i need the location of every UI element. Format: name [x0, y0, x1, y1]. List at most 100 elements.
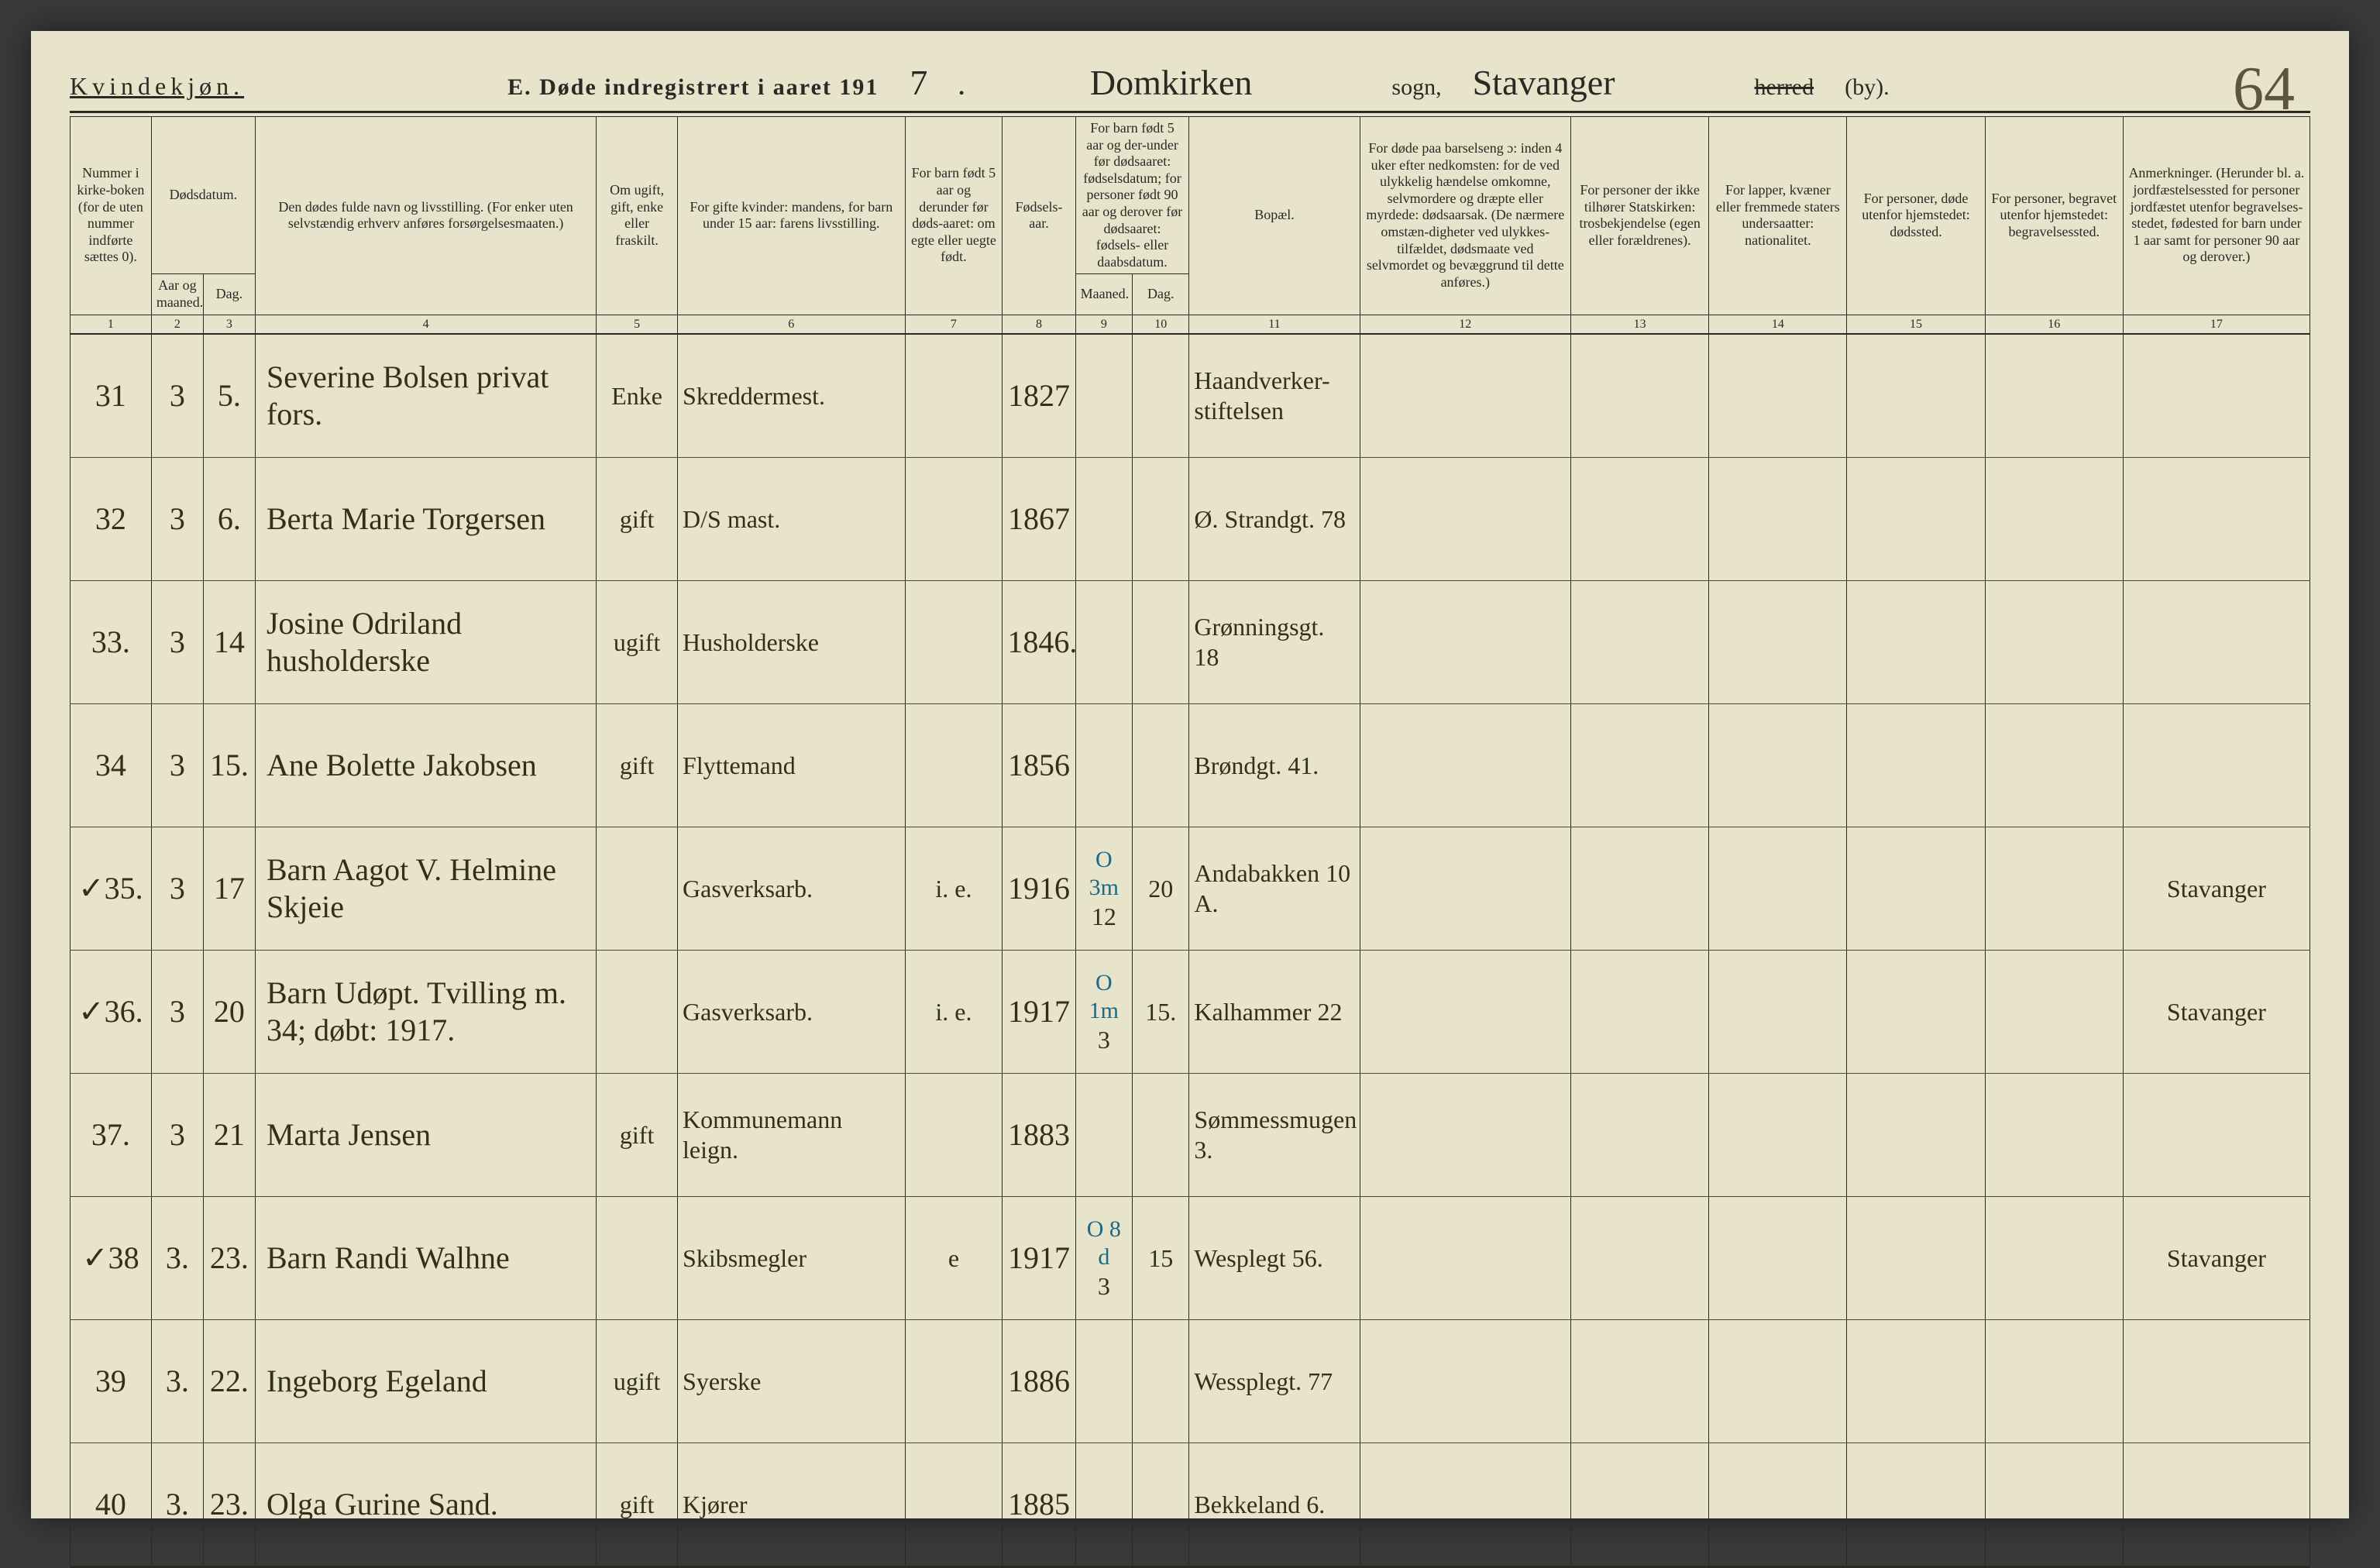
name-and-occupation: Barn Udøpt. Tvilling m. 34; døbt: 1917. — [255, 950, 596, 1073]
birth-year: 1867 — [1003, 457, 1075, 580]
table-body: 3135.Severine Bolsen privat fors.EnkeSkr… — [71, 334, 2310, 1567]
remarks: Stavanger — [2123, 827, 2309, 950]
nationality — [1709, 1073, 1847, 1196]
legitimate — [905, 1319, 1003, 1442]
birth-day — [1133, 580, 1189, 703]
residence: Haandverker-stiftelsen — [1189, 334, 1360, 458]
table-row: 3236.Berta Marie TorgersengiftD/S mast.1… — [71, 457, 2310, 580]
marital-status: ugift — [597, 1319, 678, 1442]
husband-occupation: Husholderske — [678, 580, 906, 703]
colnum: 11 — [1189, 315, 1360, 334]
death-place — [1847, 703, 1985, 827]
religion — [1571, 334, 1709, 458]
burial-place — [1985, 827, 2123, 950]
birth-day — [1133, 703, 1189, 827]
death-day: 22. — [203, 1319, 255, 1442]
death-day: 5. — [203, 334, 255, 458]
by-label: (by). — [1845, 74, 1889, 101]
marital-status: gift — [597, 457, 678, 580]
birth-day: 20 — [1133, 827, 1189, 950]
burial-place — [1985, 457, 2123, 580]
death-place — [1847, 1442, 1985, 1566]
entry-number: ✓35. — [71, 827, 152, 950]
religion — [1571, 457, 1709, 580]
birth-day — [1133, 1442, 1189, 1566]
death-place — [1847, 950, 1985, 1073]
marital-status: gift — [597, 1442, 678, 1566]
husband-occupation: Syerske — [678, 1319, 906, 1442]
nationality — [1709, 1319, 1847, 1442]
table-row: 33.314Josine Odriland husholderskeugiftH… — [71, 580, 2310, 703]
herred-strike: herred — [1755, 74, 1814, 101]
col-10-header: Dag. — [1133, 274, 1189, 315]
birth-year: 1886 — [1003, 1319, 1075, 1442]
marital-status — [597, 827, 678, 950]
remarks — [2123, 457, 2309, 580]
death-place — [1847, 1319, 1985, 1442]
table-row: 403.23.Olga Gurine Sand.giftKjører1885Be… — [71, 1442, 2310, 1566]
cause — [1360, 457, 1571, 580]
birth-year: 1916 — [1003, 827, 1075, 950]
colnum: 1 — [71, 315, 152, 334]
legitimate: i. e. — [905, 827, 1003, 950]
birth-day — [1133, 1073, 1189, 1196]
entry-number: ✓36. — [71, 950, 152, 1073]
cause — [1360, 827, 1571, 950]
residence: Wesplegt 56. — [1189, 1196, 1360, 1319]
entry-number: 33. — [71, 580, 152, 703]
year-digit: 7 — [910, 62, 927, 103]
birth-day: 15 — [1133, 1196, 1189, 1319]
colnum: 7 — [905, 315, 1003, 334]
cause — [1360, 580, 1571, 703]
ledger-table: Nummer i kirke-boken (for de uten nummer… — [70, 116, 2310, 1568]
husband-occupation: Flyttemand — [678, 703, 906, 827]
cause — [1360, 1073, 1571, 1196]
remarks — [2123, 703, 2309, 827]
nationality — [1709, 703, 1847, 827]
name-and-occupation: Berta Marie Torgersen — [255, 457, 596, 580]
birth-month — [1075, 1442, 1132, 1566]
name-and-occupation: Severine Bolsen privat fors. — [255, 334, 596, 458]
name-and-occupation: Barn Randi Walhne — [255, 1196, 596, 1319]
col-2-3-group-header: Dødsdatum. — [151, 117, 255, 274]
colnum: 14 — [1709, 315, 1847, 334]
death-day: 14 — [203, 580, 255, 703]
death-month: 3. — [151, 1319, 203, 1442]
birth-month — [1075, 334, 1132, 458]
table-header: Nummer i kirke-boken (for de uten nummer… — [71, 117, 2310, 334]
top-rule — [70, 111, 2310, 113]
cause — [1360, 1319, 1571, 1442]
colnum: 13 — [1571, 315, 1709, 334]
page-number: 64 — [2233, 54, 2295, 125]
gender-label: Kvindekjøn. — [70, 72, 244, 101]
husband-occupation: Skreddermest. — [678, 334, 906, 458]
table-row: ✓36.320Barn Udøpt. Tvilling m. 34; døbt:… — [71, 950, 2310, 1073]
name-and-occupation: Olga Gurine Sand. — [255, 1442, 596, 1566]
cause — [1360, 950, 1571, 1073]
residence: Grønningsgt. 18 — [1189, 580, 1360, 703]
marital-status: gift — [597, 703, 678, 827]
nationality — [1709, 950, 1847, 1073]
legitimate — [905, 334, 1003, 458]
parish-handwritten: Domkirken — [1090, 62, 1253, 103]
birth-year: 1827 — [1003, 334, 1075, 458]
nationality — [1709, 1442, 1847, 1566]
legitimate — [905, 1442, 1003, 1566]
colnum: 12 — [1360, 315, 1571, 334]
name-and-occupation: Ingeborg Egeland — [255, 1319, 596, 1442]
legitimate — [905, 580, 1003, 703]
birth-day — [1133, 457, 1189, 580]
death-place — [1847, 580, 1985, 703]
col-4-header: Den dødes fulde navn og livsstilling. (F… — [255, 117, 596, 315]
burial-place — [1985, 950, 2123, 1073]
colnum: 9 — [1075, 315, 1132, 334]
cause — [1360, 334, 1571, 458]
colnum: 2 — [151, 315, 203, 334]
legitimate: e — [905, 1196, 1003, 1319]
birth-day — [1133, 334, 1189, 458]
residence: Wessplegt. 77 — [1189, 1319, 1360, 1442]
colnum: 17 — [2123, 315, 2309, 334]
colnum: 6 — [678, 315, 906, 334]
religion — [1571, 827, 1709, 950]
birth-year: 1917 — [1003, 1196, 1075, 1319]
